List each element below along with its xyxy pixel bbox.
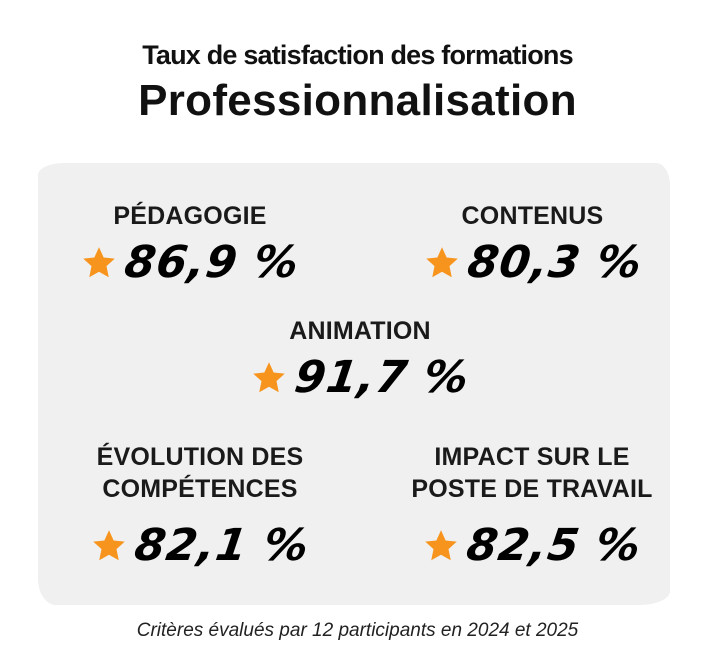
criterion-value: 86,9 % bbox=[121, 237, 303, 288]
criterion-label: PÉDAGOGIE bbox=[113, 202, 267, 230]
star-icon bbox=[424, 245, 460, 281]
star-icon bbox=[91, 528, 127, 564]
criterion-label-line1: ÉVOLUTION DES bbox=[96, 443, 304, 471]
footer-note: Critères évalués par 12 participants en … bbox=[136, 620, 579, 641]
page-title: Professionnalisation bbox=[138, 76, 577, 125]
criterion-value: 82,1 % bbox=[131, 520, 313, 571]
criterion-animation: ANIMATION 91,7 % bbox=[230, 315, 490, 403]
criterion-evolution: ÉVOLUTION DES COMPÉTENCES 82,1 % bbox=[60, 441, 340, 571]
satisfaction-panel bbox=[38, 163, 670, 605]
criterion-label-line2: POSTE DE TRAVAIL bbox=[411, 475, 653, 503]
criterion-pedagogie: PÉDAGOGIE 86,9 % bbox=[60, 200, 320, 288]
page-subtitle: Taux de satisfaction des formations bbox=[142, 40, 573, 70]
criterion-label-line2: COMPÉTENCES bbox=[102, 475, 298, 503]
star-icon bbox=[423, 528, 459, 564]
star-icon bbox=[81, 245, 117, 281]
star-icon bbox=[251, 360, 287, 396]
criterion-label-line1: IMPACT SUR LE bbox=[434, 443, 630, 471]
criterion-contenus: CONTENUS 80,3 % bbox=[400, 200, 665, 288]
criterion-label: ANIMATION bbox=[289, 317, 431, 345]
criterion-value: 82,5 % bbox=[463, 520, 645, 571]
criterion-value: 91,7 % bbox=[291, 352, 473, 403]
criterion-value: 80,3 % bbox=[464, 237, 646, 288]
criterion-label: CONTENUS bbox=[461, 202, 604, 230]
criterion-impact: IMPACT SUR LE POSTE DE TRAVAIL 82,5 % bbox=[382, 441, 682, 571]
